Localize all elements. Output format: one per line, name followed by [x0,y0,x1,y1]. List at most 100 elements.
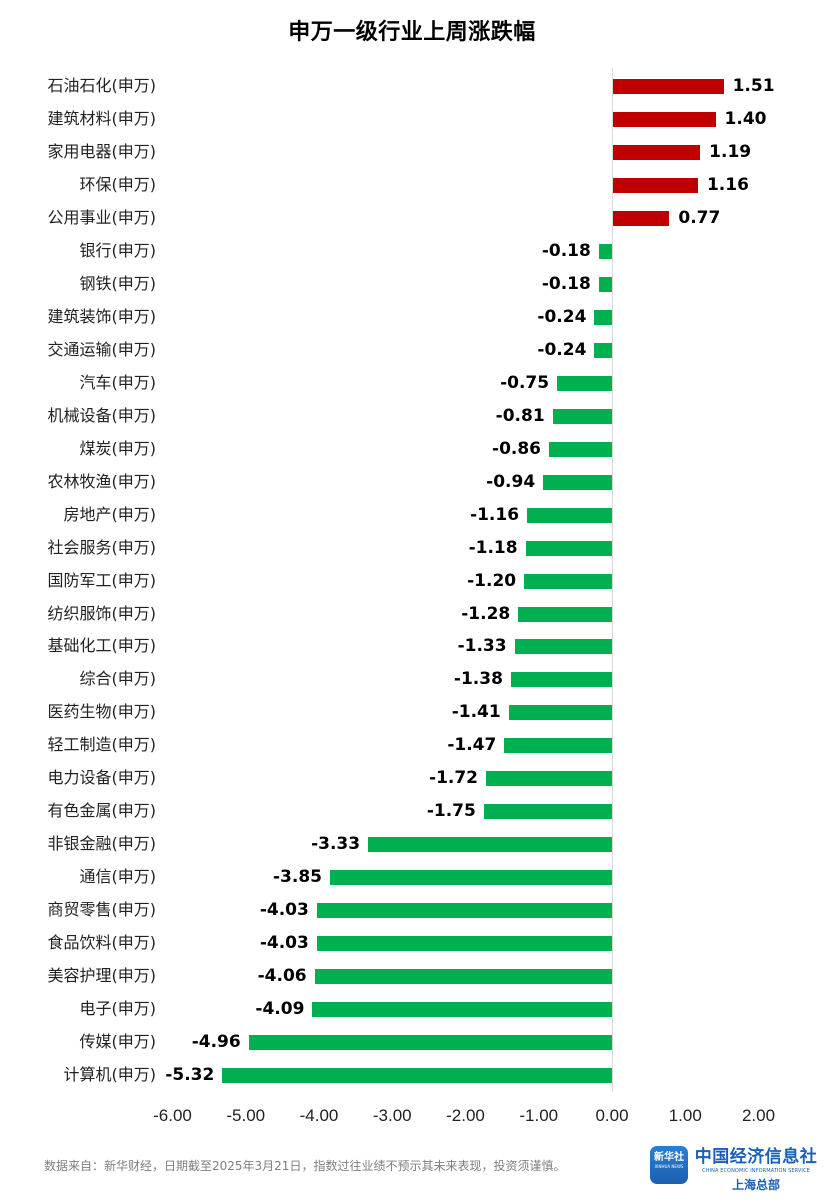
bar-row: 石油石化(申万) 1.51 [0,70,824,103]
value-label: -0.18 [541,240,591,261]
positive-bar [613,210,670,226]
category-label: 钢铁(申万) [79,273,157,293]
bar-row: 汽车(申万) -0.75 [0,367,824,400]
value-label: -4.03 [259,933,309,954]
category-label: 国防军工(申万) [47,570,157,590]
positive-bar [613,111,716,127]
negative-bar [222,1068,612,1084]
bar-row: 医药生物(申万) -1.41 [0,696,824,729]
category-label: 轻工制造(申万) [47,735,157,755]
category-label: 医药生物(申万) [47,702,157,722]
value-label: -1.47 [447,735,497,756]
bar-row: 国防军工(申万) -1.20 [0,565,824,598]
bar-row: 美容护理(申万) -4.06 [0,960,824,993]
value-label: -1.41 [451,702,501,723]
category-label: 电子(申万) [79,999,157,1019]
negative-bar [312,1002,612,1018]
bar-row: 电力设备(申万) -1.72 [0,762,824,795]
chart-title: 申万一级行业上周涨跌幅 [288,20,536,45]
bar-row: 交通运输(申万) -0.24 [0,334,824,367]
category-label: 家用电器(申万) [47,141,157,161]
category-label: 综合(申万) [79,669,157,689]
category-label: 环保(申万) [79,174,157,194]
bar-row: 传媒(申万) -4.96 [0,1026,824,1059]
data-source-footnote: 数据来自：新华财经，日期截至2025年3月21日，指数过往业绩不预示其未来表现，… [44,1159,566,1173]
value-label: -1.33 [457,636,507,657]
negative-bar [510,672,612,688]
category-label: 汽车(申万) [79,372,157,392]
negative-bar [543,474,612,490]
value-label: -1.75 [426,801,476,822]
logo-name-cn: 中国经济信息社 [694,1147,818,1167]
bar-row: 公用事业(申万) 0.77 [0,202,824,235]
x-tick-label: -5.00 [226,1106,266,1125]
category-label: 通信(申万) [79,867,157,887]
bar-row: 计算机(申万) -5.32 [0,1059,824,1092]
bar-row: 纺织服饰(申万) -1.28 [0,598,824,631]
value-label: -0.81 [495,405,545,426]
category-label: 公用事业(申万) [47,207,157,227]
value-label: -0.24 [537,339,587,360]
category-label: 银行(申万) [79,240,157,260]
value-label: -1.72 [429,768,479,789]
xinhua-logo-icon: 新华社 XINHUA NEWS [650,1146,688,1184]
negative-bar [598,243,612,259]
value-label: 1.40 [724,108,767,129]
negative-bar [549,441,612,457]
negative-bar [598,276,612,292]
category-label: 石油石化(申万) [47,76,157,95]
value-label: -0.86 [492,438,542,459]
negative-bar [518,606,612,622]
bar-row: 商贸零售(申万) -4.03 [0,894,824,927]
negative-bar [316,936,612,952]
positive-bar [613,144,701,160]
bar-row: 农林牧渔(申万) -0.94 [0,466,824,499]
category-label: 食品饮料(申万) [47,933,157,953]
category-label: 商贸零售(申万) [47,900,157,920]
negative-bar [557,375,612,391]
negative-bar [524,573,612,589]
bar-row: 有色金属(申万) -1.75 [0,795,824,828]
value-label: -1.28 [461,603,511,624]
negative-bar [248,1035,612,1051]
negative-bar [316,903,612,919]
bar-row: 食品饮料(申万) -4.03 [0,927,824,960]
bar-row: 基础化工(申万) -1.33 [0,630,824,663]
category-label: 建筑材料(申万) [47,108,157,128]
bar-row: 银行(申万) -0.18 [0,235,824,268]
category-label: 纺织服饰(申万) [47,603,157,623]
negative-bar [486,771,612,787]
negative-bar [329,870,612,886]
category-label: 有色金属(申万) [47,801,157,821]
category-label: 传媒(申万) [79,1032,157,1052]
category-label: 计算机(申万) [63,1065,157,1085]
category-label: 非银金融(申万) [47,834,157,854]
bar-row: 煤炭(申万) -0.86 [0,433,824,466]
x-tick-label: -1.00 [519,1106,559,1125]
x-tick-label: 0.00 [595,1106,629,1125]
negative-bar [594,309,612,325]
negative-bar [594,342,612,358]
negative-bar [314,969,612,985]
value-label: -1.18 [468,537,518,558]
value-label: -0.94 [486,471,536,492]
value-label: -1.38 [453,669,503,690]
negative-bar [508,705,612,721]
value-label: 1.51 [732,76,775,96]
bar-row: 机械设备(申万) -0.81 [0,400,824,433]
bar-row: 综合(申万) -1.38 [0,663,824,696]
bar-row: 家用电器(申万) 1.19 [0,136,824,169]
logo-name-en: CHINA ECONOMIC INFORMATION SERVICE [702,1168,810,1174]
x-tick-label: -4.00 [299,1106,339,1125]
bar-row: 轻工制造(申万) -1.47 [0,729,824,762]
bar-row: 社会服务(申万) -1.18 [0,532,824,565]
negative-bar [514,639,612,655]
x-tick-label: 1.00 [668,1106,702,1125]
value-label: -4.03 [259,900,309,921]
x-tick-label: -3.00 [372,1106,412,1125]
category-label: 电力设备(申万) [47,768,157,788]
category-label: 社会服务(申万) [47,537,157,557]
bar-row: 建筑材料(申万) 1.40 [0,103,824,136]
category-label: 交通运输(申万) [47,339,157,359]
